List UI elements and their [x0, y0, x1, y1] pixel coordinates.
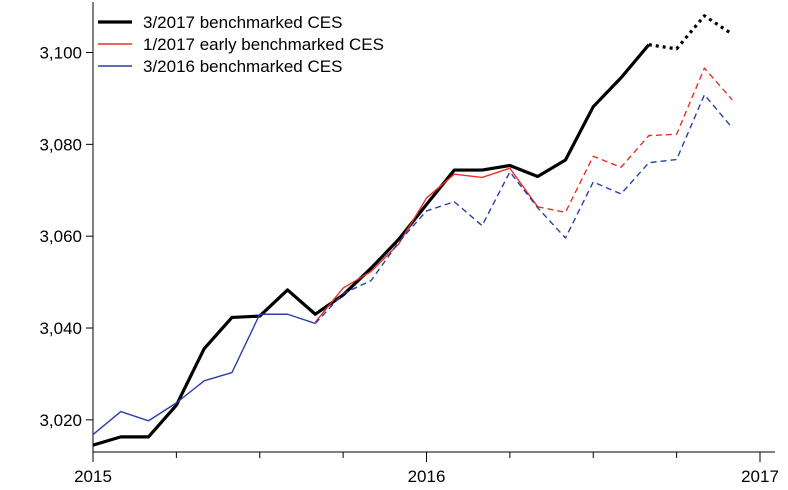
y-tick-label: 3,060	[39, 227, 82, 246]
y-tick-label: 3,040	[39, 319, 82, 338]
series-2-dashed-line	[537, 67, 733, 214]
x-tick-label: 2017	[741, 467, 779, 486]
y-tick-label: 3,080	[39, 135, 82, 154]
chart-axes: 3,020 3,040 3,060 3,080 3,100 2015 2016 2017	[39, 2, 779, 486]
series-2-solid-line	[314, 167, 539, 323]
series-1	[92, 14, 734, 447]
series-2	[314, 67, 733, 323]
series-3-dashed-line	[314, 94, 733, 324]
y-tick-label: 3,020	[39, 411, 82, 430]
series-1-dashed-line	[648, 14, 734, 51]
x-tick-label: 2016	[408, 467, 446, 486]
series-3	[92, 94, 733, 436]
x-tick-label: 2015	[74, 467, 112, 486]
series-3-solid-line	[92, 313, 316, 436]
legend-label-3: 3/2016 benchmarked CES	[143, 57, 342, 76]
y-tick-label: 3,100	[39, 44, 82, 63]
legend: 3/2017 benchmarked CES 1/2017 early bench…	[98, 13, 384, 76]
legend-label-2: 1/2017 early benchmarked CES	[143, 35, 384, 54]
series-layer	[92, 14, 734, 447]
legend-label-1: 3/2017 benchmarked CES	[143, 13, 342, 32]
series-1-solid-line	[92, 43, 651, 447]
